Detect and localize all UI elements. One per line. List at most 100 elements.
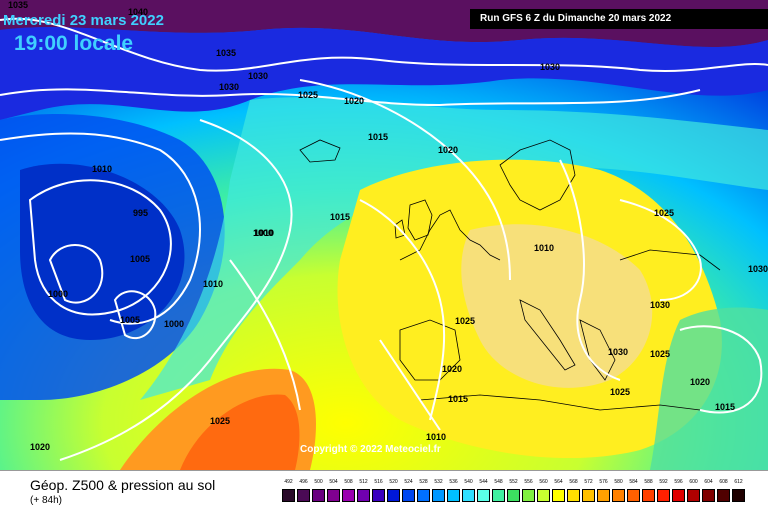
scale-tick-label: 500 [314,479,323,485]
scale-tick-label: 572 [584,479,593,485]
scale-swatch [342,489,355,502]
isobar-label: 1025 [654,208,674,218]
scale-swatch [552,489,565,502]
scale-swatch [462,489,475,502]
scale-swatch [687,489,700,502]
scale-tick-label: 512 [359,479,368,485]
scale-swatch [282,489,295,502]
isobar-label: 1015 [715,402,735,412]
isobar-label: 1040 [128,7,148,17]
cyan-band [140,97,768,400]
chart-footer: Géop. Z500 & pression au sol (+ 84h) 492… [0,470,768,512]
scale-swatch [387,489,400,502]
scale-tick-label: 560 [539,479,548,485]
scale-swatch [327,489,340,502]
color-scale: 492 496 500 504 508 512 516 520 524 528 532 536 540 5… [282,479,750,509]
scale-tick-label: 504 [329,479,338,485]
scale-swatch [672,489,685,502]
isobar-label: 1030 [748,264,768,274]
scale-tick-label: 600 [689,479,698,485]
scale-tick-label: 520 [389,479,398,485]
scale-tick-label: 524 [404,479,413,485]
isobar-label: 1000 [253,228,273,238]
scale-swatch [612,489,625,502]
geopotential-map: 1035 1040 1035 1030 1030 1025 1020 1010 1005 1015… [0,0,768,470]
isobar-label: 1015 [330,212,350,222]
isobar-label: 1035 [8,0,28,10]
isobar-label: 1010 [203,279,223,289]
scale-swatch [447,489,460,502]
atlantic-low-core [20,163,185,340]
isobar-label: 1010 [534,243,554,253]
scale-tick-label: 496 [299,479,308,485]
scale-swatch [657,489,670,502]
scale-tick-label: 532 [434,479,443,485]
scale-tick-label: 508 [344,479,353,485]
scale-swatch [522,489,535,502]
isobar-label: 1025 [210,416,230,426]
scale-tick-label: 568 [569,479,578,485]
isobar-label: 1020 [690,377,710,387]
scale-tick-label: 556 [524,479,533,485]
copyright-notice: Copyright © 2022 Meteociel.fr [300,444,441,455]
scale-tick-label: 552 [509,479,518,485]
isobar-label: 1020 [438,145,458,155]
isobar-label: 1010 [254,228,274,238]
isobar-label: 1030 [608,347,628,357]
scale-tick-label: 564 [554,479,563,485]
scale-tick-label: 540 [464,479,473,485]
scale-swatch [627,489,640,502]
scale-swatch [582,489,595,502]
isobar-label: 1025 [610,387,630,397]
isobars [0,17,768,461]
scale-tick-label: 580 [614,479,623,485]
scale-tick-label: 544 [479,479,488,485]
scale-swatch [312,489,325,502]
scale-tick-label: 592 [659,479,668,485]
scale-tick-label: 588 [644,479,653,485]
scale-tick-label: 584 [629,479,638,485]
isobar-label: 1035 [216,48,236,58]
isobar-label: 1030 [650,300,670,310]
scale-tick-label: 612 [734,479,743,485]
scale-tick-label: 608 [719,479,728,485]
deep-blue-region [0,27,768,120]
scale-swatch [372,489,385,502]
scale-swatch [597,489,610,502]
scale-swatch [492,489,505,502]
scale-tick-label: 604 [704,479,713,485]
isobar-label: 1010 [92,164,112,174]
scale-tick-label: 536 [449,479,458,485]
isobar-label: 1000 [48,289,68,299]
isobar-label: 1015 [448,394,468,404]
scale-tick-label: 548 [494,479,503,485]
isobar-label: 995 [133,208,148,218]
scale-tick-label: 492 [284,479,293,485]
east-trough-region [650,307,768,470]
valid-time: 19:00 locale [14,32,134,55]
isobar-label: 1015 [368,132,388,142]
scale-swatch [297,489,310,502]
isobar-label: 1025 [455,316,475,326]
isobar-label: 1010 [426,432,446,442]
scale-swatch [732,489,745,502]
scale-swatch [402,489,415,502]
scale-tick-label: 596 [674,479,683,485]
scale-tick-label: 528 [419,479,428,485]
scale-swatch [507,489,520,502]
isobar-label: 1025 [650,349,670,359]
isobar-label: 1020 [344,96,364,106]
isobar-label: 1000 [164,319,184,329]
model-run-banner: Run GFS 6 Z du Dimanche 20 mars 2022 [470,9,768,29]
isobar-label: 1030 [219,82,239,92]
coastlines [299,139,721,411]
subtropical-high-core [180,394,300,470]
isobar-label: 1020 [30,442,50,452]
scale-tick-label: 516 [374,479,383,485]
scale-swatch [417,489,430,502]
scale-swatch [537,489,550,502]
forecast-lead: (+ 84h) [30,495,62,506]
isobar-label: 1030 [540,62,560,72]
isobar-label: 1005 [120,315,140,325]
